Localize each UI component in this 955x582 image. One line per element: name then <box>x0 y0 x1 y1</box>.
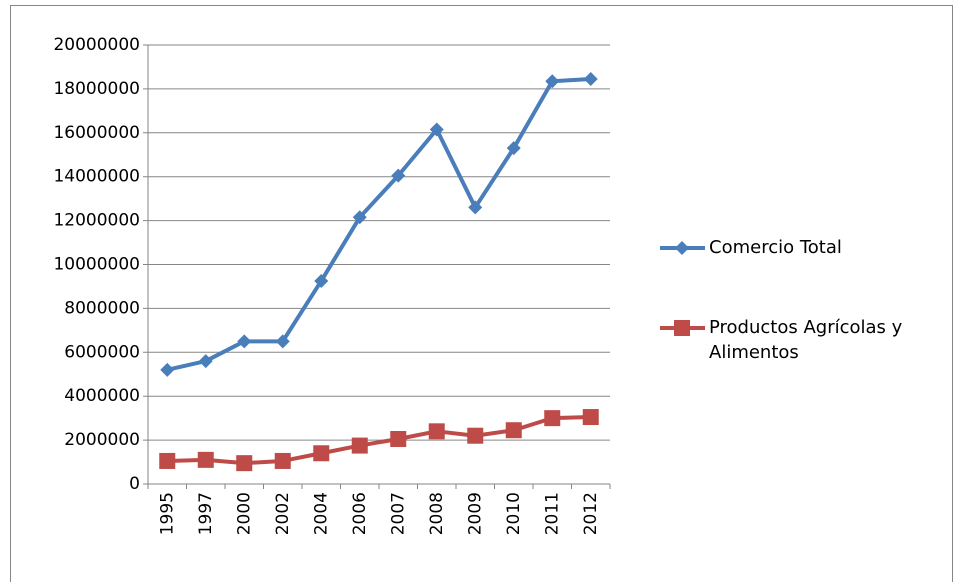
marker <box>544 410 561 427</box>
x-tick-label: 2008 <box>427 492 447 535</box>
marker <box>313 445 330 462</box>
legend-label: Comercio Total <box>709 237 842 258</box>
marker <box>198 354 213 369</box>
legend-label: Productos Agrícolas y Alimentos <box>709 317 903 363</box>
marker <box>467 427 484 444</box>
marker <box>582 409 599 426</box>
marker <box>236 455 253 472</box>
x-tick-label: 1997 <box>196 492 216 535</box>
x-tick-label: 1995 <box>157 492 177 535</box>
y-tick-label: 0 <box>129 474 140 494</box>
marker <box>506 141 521 156</box>
marker <box>675 241 689 255</box>
y-tick-label: 16000000 <box>53 123 140 143</box>
y-tick-label: 20000000 <box>53 35 140 55</box>
y-tick-label: 12000000 <box>53 211 140 231</box>
y-tick-label: 10000000 <box>53 255 140 275</box>
chart-border <box>10 5 953 582</box>
marker <box>314 273 329 288</box>
marker <box>468 200 483 215</box>
x-tick-label: 2011 <box>542 492 562 535</box>
marker <box>505 422 522 439</box>
marker <box>159 452 176 469</box>
y-tick-label: 6000000 <box>64 342 140 362</box>
x-tick-label: 2009 <box>465 492 485 535</box>
marker <box>674 320 690 336</box>
y-tick-label: 18000000 <box>53 79 140 99</box>
x-tick-label: 2010 <box>504 492 524 535</box>
y-tick-label: 8000000 <box>64 298 140 318</box>
marker <box>237 334 252 349</box>
marker <box>545 74 560 89</box>
marker <box>429 122 444 137</box>
x-tick-label: 2012 <box>581 492 601 535</box>
marker <box>391 168 406 183</box>
series-line <box>166 77 591 372</box>
marker <box>160 362 175 377</box>
marker <box>274 452 291 469</box>
marker <box>428 423 445 440</box>
y-tick-label: 2000000 <box>64 430 140 450</box>
x-tick-label: 2000 <box>234 492 254 535</box>
marker <box>275 334 290 349</box>
marker <box>583 72 598 87</box>
x-tick-label: 2002 <box>273 492 293 535</box>
x-tick-label: 2006 <box>350 492 370 535</box>
marker <box>390 431 407 448</box>
marker <box>352 210 367 225</box>
y-tick-label: 4000000 <box>64 386 140 406</box>
x-tick-label: 2007 <box>388 492 408 535</box>
y-tick-label: 14000000 <box>53 167 140 187</box>
marker <box>351 437 368 454</box>
x-tick-label: 2004 <box>311 492 331 535</box>
marker <box>197 451 214 468</box>
